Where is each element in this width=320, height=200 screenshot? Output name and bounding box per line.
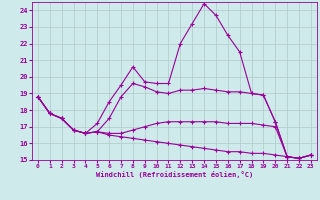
X-axis label: Windchill (Refroidissement éolien,°C): Windchill (Refroidissement éolien,°C) (96, 171, 253, 178)
